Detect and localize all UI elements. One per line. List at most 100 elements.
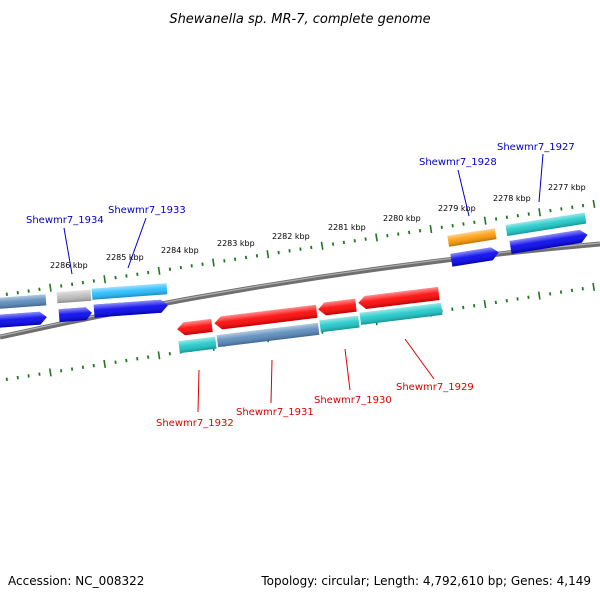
genome-backbone-highlight — [0, 242, 600, 337]
outer-ring-minor-tick — [277, 250, 280, 255]
inner-ring-minor-tick — [462, 305, 465, 310]
cds-blue-left[interactable] — [0, 311, 47, 329]
outer-ring-minor-tick — [386, 234, 389, 238]
gene-steelblue-1931[interactable] — [216, 322, 320, 348]
outer-ring-minor-tick — [397, 232, 400, 236]
kbp-tick-labels: 2286 kbp 2285 kbp 2284 kbp 2283 kbp 2282… — [50, 183, 586, 270]
outer-ring-minor-tick — [408, 230, 411, 235]
gene-label-shewmr7-1934[interactable]: Shewmr7_1934 — [26, 215, 104, 226]
outer-ring-minor-tick — [288, 249, 291, 253]
map-title: Shewanella sp. MR-7, complete genome — [169, 12, 430, 27]
genome-info-text: Topology: circular; Length: 4,792,610 bp… — [260, 574, 591, 588]
inner-ring-minor-tick — [92, 363, 95, 368]
outer-tick-ring — [5, 199, 596, 297]
accession-text: Accession: NC_008322 — [8, 574, 144, 588]
outer-ring-minor-tick — [114, 275, 117, 280]
gene-gray-shewmr7-1934[interactable] — [56, 289, 92, 304]
outer-ring-major-tick — [375, 233, 378, 242]
outer-ring-major-tick — [212, 258, 215, 267]
outer-ring-major-tick — [592, 199, 596, 209]
inner-ring-minor-tick — [81, 365, 85, 370]
tick-label-2277: 2277 kbp — [548, 183, 586, 192]
inner-ring-minor-tick — [516, 297, 519, 301]
inner-ring-minor-tick — [581, 286, 584, 291]
tick-label-2286: 2286 kbp — [50, 261, 88, 270]
gene-label-shewmr7-1930[interactable]: Shewmr7_1930 — [314, 395, 392, 406]
cds-red-1931[interactable] — [214, 304, 318, 330]
gene-label-shewmr7-1933[interactable]: Shewmr7_1933 — [108, 205, 186, 216]
outer-ring-minor-tick — [462, 222, 465, 226]
outer-ring-major-tick — [266, 250, 270, 259]
outer-ring-minor-tick — [223, 259, 226, 263]
outer-ring-minor-tick — [125, 274, 128, 278]
tick-label-2282: 2282 kbp — [272, 232, 310, 241]
inner-ring-minor-tick — [473, 304, 476, 308]
inner-ring-minor-tick — [125, 358, 128, 363]
reverse-strand-genes — [176, 287, 443, 354]
outer-ring-major-tick — [538, 208, 541, 217]
outer-ring-minor-tick — [516, 213, 519, 218]
cds-blue-1927[interactable] — [509, 229, 589, 254]
outer-ring-minor-tick — [451, 223, 454, 228]
inner-ring-minor-tick — [570, 288, 574, 293]
inner-ring-minor-tick — [147, 355, 150, 359]
outer-ring-minor-tick — [168, 267, 172, 271]
cds-red-1929[interactable] — [358, 287, 440, 310]
outer-ring-minor-tick — [244, 255, 248, 260]
inner-ring-major-tick — [157, 351, 161, 360]
gene-label-shewmr7-1931[interactable]: Shewmr7_1931 — [236, 407, 314, 418]
inner-ring-minor-tick — [549, 292, 552, 296]
outer-ring-minor-tick — [136, 272, 139, 276]
outer-ring-minor-tick — [92, 279, 95, 283]
cds-blue-1934[interactable] — [58, 307, 93, 323]
outer-ring-minor-tick — [201, 262, 204, 266]
cds-red-1932[interactable] — [176, 318, 213, 336]
outer-ring-minor-tick — [38, 287, 41, 292]
tick-label-2279: 2279 kbp — [438, 204, 476, 213]
gene-cyan-shewmr7-1927[interactable] — [505, 212, 587, 237]
outer-ring-minor-tick — [527, 212, 530, 216]
outer-ring-minor-tick — [179, 265, 182, 270]
gene-cyan-1929[interactable] — [359, 302, 443, 325]
inner-ring-minor-tick — [114, 360, 117, 364]
gene-label-shewmr7-1929[interactable]: Shewmr7_1929 — [396, 382, 474, 393]
forward-strand-genes — [0, 212, 589, 329]
gene-label-shewmr7-1927[interactable]: Shewmr7_1927 — [497, 142, 575, 153]
gene-lightblue-shewmr7-1933[interactable] — [91, 283, 168, 300]
inner-ring-minor-tick — [451, 307, 454, 311]
outer-ring-major-tick — [49, 283, 52, 292]
gene-orange-shewmr7-1928[interactable] — [447, 228, 497, 247]
tick-label-2284: 2284 kbp — [161, 246, 199, 255]
tick-label-2278: 2278 kbp — [493, 194, 531, 203]
gene-cyan-1932[interactable] — [178, 336, 217, 354]
outer-ring-minor-tick — [299, 247, 302, 251]
inner-ring-minor-tick — [136, 357, 139, 361]
inner-ring-minor-tick — [70, 367, 74, 371]
inner-ring-minor-tick — [168, 351, 171, 356]
outer-ring-minor-tick — [331, 242, 335, 246]
inner-ring-major-tick — [48, 368, 52, 377]
inner-ring-major-tick — [592, 282, 596, 292]
outer-ring-minor-tick — [234, 257, 237, 261]
outer-ring-major-tick — [103, 275, 107, 284]
outer-ring-minor-tick — [16, 290, 19, 295]
gene-label-shewmr7-1932[interactable]: Shewmr7_1932 — [156, 418, 234, 429]
cds-red-1930[interactable] — [317, 298, 357, 317]
gene-label-shewmr7-1928[interactable]: Shewmr7_1928 — [419, 157, 497, 168]
outer-ring-minor-tick — [581, 203, 585, 208]
cds-blue-1933[interactable] — [93, 299, 169, 318]
tick-label-2280: 2280 kbp — [383, 214, 421, 223]
inner-ring-minor-tick — [527, 295, 530, 299]
outer-ring-minor-tick — [310, 245, 313, 250]
outer-ring-minor-tick — [255, 254, 259, 258]
inner-ring-minor-tick — [38, 372, 41, 376]
outer-ring-minor-tick — [27, 289, 30, 293]
gene-cyan-1930[interactable] — [319, 315, 360, 333]
cds-blue-1928[interactable] — [450, 246, 499, 267]
outer-ring-minor-tick — [505, 215, 509, 220]
outer-ring-minor-tick — [571, 205, 574, 210]
inner-ring-minor-tick — [16, 375, 19, 380]
gene-steelblue-left[interactable] — [0, 294, 47, 310]
inner-ring-major-tick — [103, 359, 107, 369]
